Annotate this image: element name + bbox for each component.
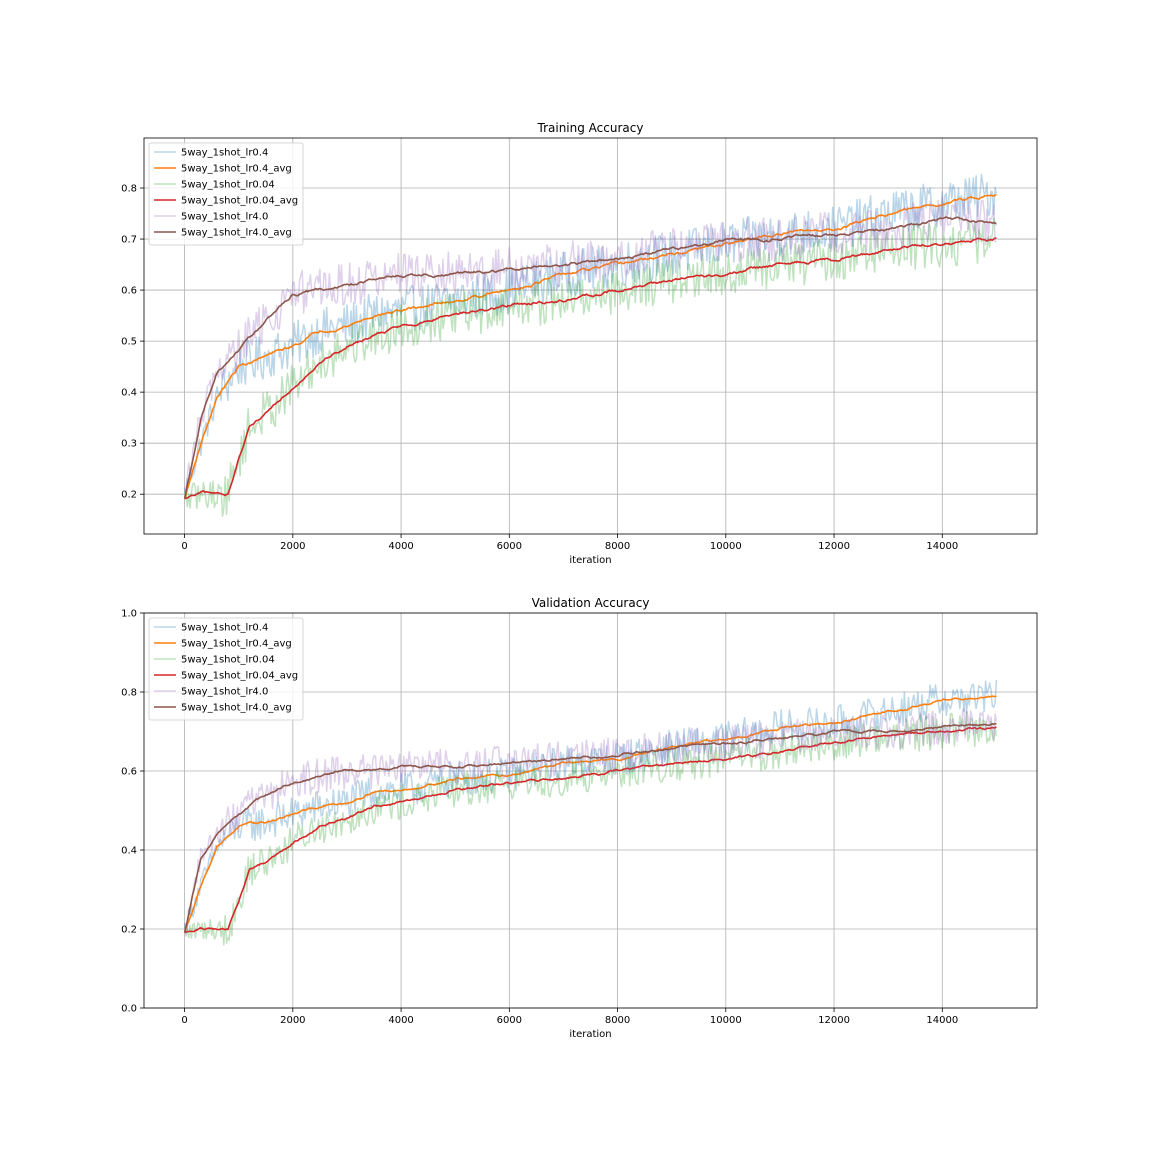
series-line-5way_1shot_lr0.4_avg	[183, 695, 997, 933]
series-line-5way_1shot_lr4.0	[183, 707, 998, 930]
x-tick-label: 2000	[280, 541, 305, 552]
x-tick-label: 0	[181, 1015, 187, 1026]
legend-label: 5way_1shot_lr0.4	[181, 148, 268, 159]
series-line-5way_1shot_lr4.0_avg	[183, 722, 997, 933]
legend-label: 5way_1shot_lr4.0_avg	[181, 703, 292, 714]
chart-0: 0 2000 4000 6000 8000 10000 12000 14000 0.2 0.3 0.…	[121, 121, 1038, 566]
legend-label: 5way_1shot_lr0.4	[181, 623, 268, 634]
y-tick-label: 0.7	[121, 235, 137, 246]
y-tick-label: 0.5	[121, 337, 137, 348]
chart-1: 0 2000 4000 6000 8000 10000 12000 14000 0.0 0.2 0.…	[121, 596, 1038, 1040]
legend-box	[148, 142, 304, 246]
series-line-5way_1shot_lr0.04	[183, 216, 998, 517]
series-line-5way_1shot_lr0.4_avg	[183, 194, 997, 500]
x-tick-label: 10000	[710, 1015, 742, 1026]
series-line-5way_1shot_lr0.4	[183, 173, 998, 499]
series-line-5way_1shot_lr4.0_avg	[183, 216, 997, 499]
legend-box	[148, 617, 304, 721]
y-tick-label: 0.8	[121, 184, 137, 195]
legend-label: 5way_1shot_lr0.04_avg	[181, 196, 298, 207]
y-tick-label: 0.8	[121, 688, 137, 699]
x-tick-label: 8000	[605, 541, 630, 552]
x-tick-label: 10000	[710, 541, 742, 552]
y-tick-label: 0.3	[121, 439, 137, 450]
y-tick-label: 0.2	[121, 490, 137, 501]
y-tick-label: 0.6	[121, 767, 137, 778]
y-tick-label: 0.4	[121, 388, 137, 399]
legend: 5way_1shot_lr0.4 5way_1shot_lr0.4_avg 5way…	[148, 617, 304, 721]
axes-frame	[143, 612, 1038, 1009]
chart-title: Training Accuracy	[537, 121, 644, 135]
x-tick-label: 6000	[497, 1015, 522, 1026]
series-group	[183, 173, 998, 517]
x-tick-label: 6000	[497, 541, 522, 552]
series-line-5way_1shot_lr0.04_avg	[184, 726, 997, 934]
legend-label: 5way_1shot_lr4.0	[181, 212, 268, 223]
legend-label: 5way_1shot_lr4.0	[181, 687, 268, 698]
legend-label: 5way_1shot_lr0.4_avg	[181, 164, 292, 175]
legend-label: 5way_1shot_lr0.04	[181, 655, 275, 666]
x-tick-label: 0	[181, 541, 187, 552]
legend-label: 5way_1shot_lr0.04	[181, 180, 275, 191]
x-tick-label: 12000	[818, 1015, 850, 1026]
series-line-5way_1shot_lr0.04_avg	[184, 237, 997, 500]
series-line-5way_1shot_lr0.4	[183, 679, 998, 937]
x-tick-label: 14000	[926, 541, 958, 552]
y-tick-label: 0.6	[121, 286, 137, 297]
legend-label: 5way_1shot_lr0.4_avg	[181, 639, 292, 650]
legend-label: 5way_1shot_lr4.0_avg	[181, 228, 292, 239]
x-tick-label: 4000	[388, 541, 413, 552]
series-line-5way_1shot_lr4.0	[183, 197, 997, 490]
axes-frame	[143, 137, 1038, 535]
y-tick-label: 1.0	[121, 609, 137, 620]
x-tick-label: 12000	[818, 541, 850, 552]
x-axis-label: iteration	[569, 555, 611, 566]
legend: 5way_1shot_lr0.4 5way_1shot_lr0.4_avg 5way…	[148, 142, 304, 246]
y-tick-label: 0.2	[121, 925, 137, 936]
chart-title: Validation Accuracy	[532, 596, 650, 610]
series-group	[183, 679, 998, 946]
legend-label: 5way_1shot_lr0.04_avg	[181, 671, 298, 682]
x-tick-label: 4000	[388, 1015, 413, 1026]
y-tick-label: 0.0	[121, 1004, 137, 1015]
x-tick-label: 2000	[280, 1015, 305, 1026]
x-axis-label: iteration	[569, 1029, 611, 1040]
x-tick-label: 14000	[926, 1015, 958, 1026]
x-tick-label: 8000	[605, 1015, 630, 1026]
y-tick-label: 0.4	[121, 846, 137, 857]
